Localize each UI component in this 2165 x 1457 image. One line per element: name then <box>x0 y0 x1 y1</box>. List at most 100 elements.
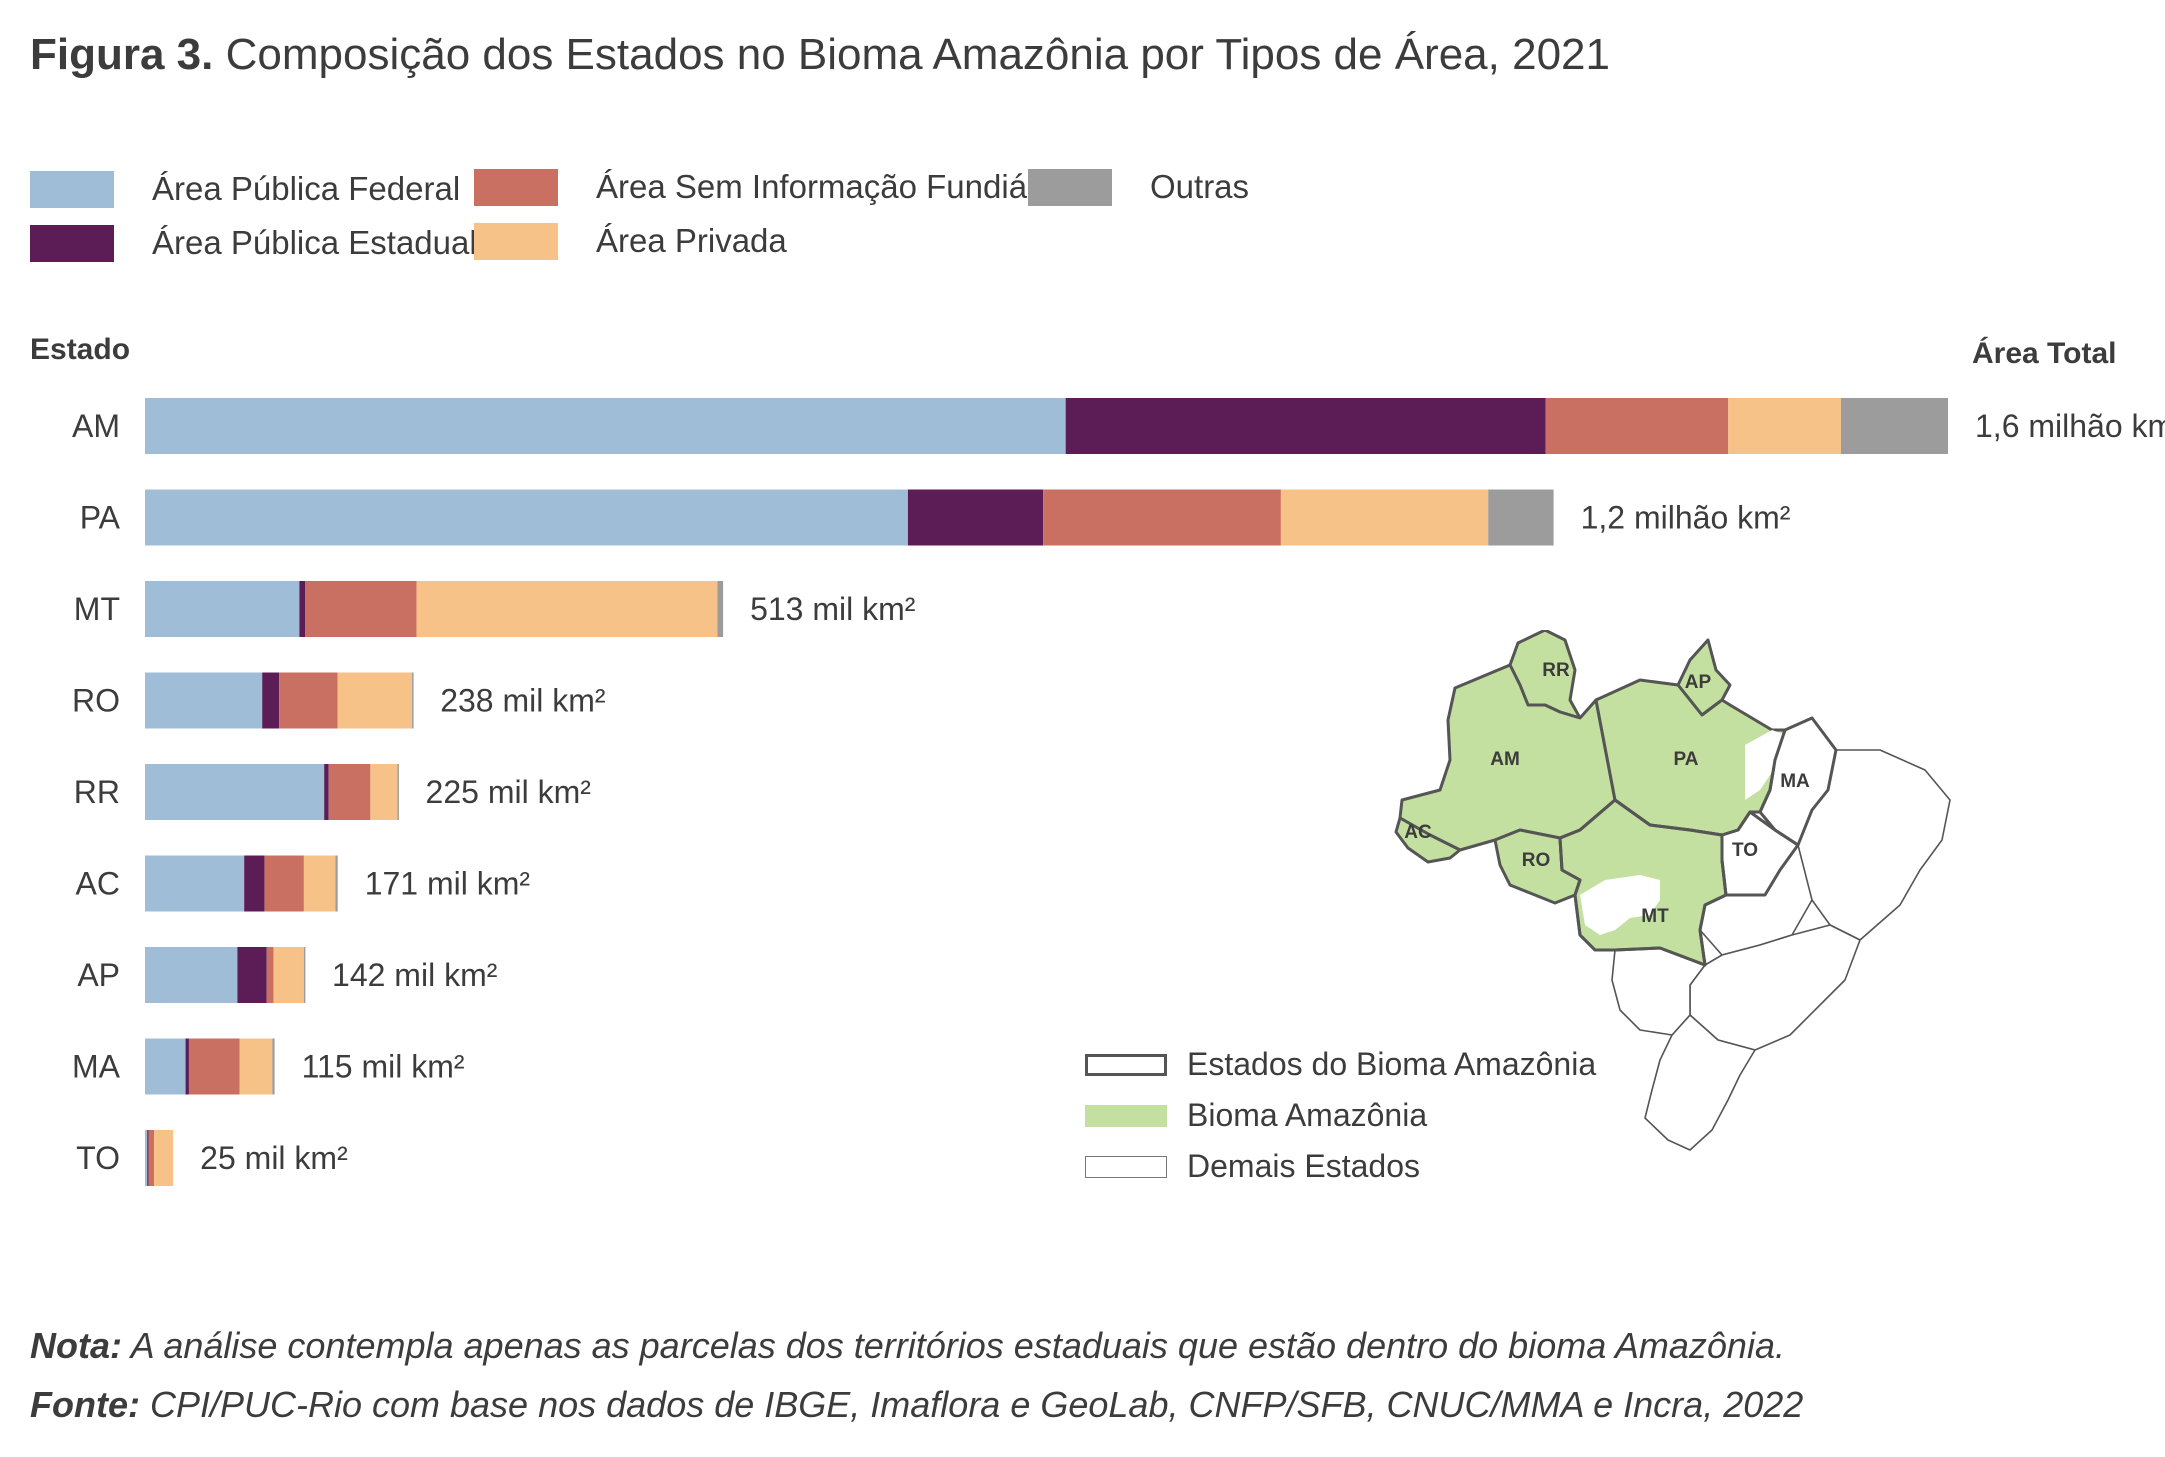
legend-swatch-privada <box>474 222 558 260</box>
bar-mt-estadual <box>299 581 306 637</box>
bar-pa-sem-info <box>1043 489 1281 546</box>
bar-ac-sem-info <box>264 855 304 912</box>
bar-pa-federal <box>145 489 908 546</box>
legend-item-sem-info: Área Sem Informação Fundiária <box>474 168 1064 206</box>
map-state-outlines-over <box>1558 716 1838 967</box>
category-label-pa: PA <box>80 500 121 536</box>
total-label-ma: 115 mil km² <box>302 1049 465 1085</box>
legend-swatch-sem-info <box>474 168 558 206</box>
bar-ac-federal <box>145 855 245 912</box>
total-label-ap: 142 mil km² <box>332 957 498 993</box>
map-label-rr: RR <box>1542 660 1570 681</box>
bar-ro-outras <box>412 672 414 729</box>
category-label-ma: MA <box>72 1049 121 1085</box>
bar-ap-estadual <box>237 947 267 1003</box>
bar-ma-federal <box>145 1038 186 1095</box>
map-legend-swatch-bioma <box>1085 1104 1167 1127</box>
map-label-ma: MA <box>1780 771 1810 792</box>
map-legend-swatch-outline <box>1085 1053 1167 1076</box>
legend-label-privada: Área Privada <box>596 222 787 259</box>
bar-mt-outras <box>717 581 724 637</box>
map-label-to: TO <box>1732 840 1758 861</box>
legend-swatch-federal <box>30 170 114 208</box>
legend-label-sem-info: Área Sem Informação Fundiária <box>596 168 1064 205</box>
map-cerrado-parts <box>1580 730 1800 935</box>
bar-rr-estadual <box>324 764 329 820</box>
total-label-am: 1,6 milhão km² <box>1975 408 2165 444</box>
map-legend-label-bioma: Bioma Amazônia <box>1187 1097 1428 1133</box>
legend-item-estadual: Área Pública Estadual <box>30 224 477 262</box>
brazil-map: RR AP AM PA MA AC RO TO MT <box>1394 630 1951 1151</box>
source-line: Fonte: CPI/PUC-Rio com base nos dados de… <box>30 1384 1803 1426</box>
map-legend-bioma-states: Estados do Bioma Amazônia <box>1085 1046 1596 1083</box>
map-label-pa: PA <box>1674 749 1699 770</box>
map-label-ac: AC <box>1404 822 1432 843</box>
bar-ac-privada <box>303 855 336 912</box>
bar-ro-sem-info <box>279 672 338 729</box>
map-legend-other-states: Demais Estados <box>1085 1148 1420 1185</box>
bar-rr-privada <box>370 764 398 820</box>
category-label-am: AM <box>72 408 120 444</box>
bar-rr-federal <box>145 764 325 820</box>
map-legend-swatch-other <box>1085 1155 1167 1178</box>
bar-ma-estadual <box>185 1038 189 1095</box>
total-label-ac: 171 mil km² <box>365 866 531 902</box>
map-label-mt: MT <box>1641 906 1669 927</box>
map-label-am: AM <box>1490 749 1520 770</box>
bar-mt-federal <box>145 581 300 637</box>
bar-mt-privada <box>416 581 718 637</box>
legend-item-privada: Área Privada <box>474 222 787 260</box>
category-label-rr: RR <box>74 774 120 810</box>
map-label-ro: RO <box>1522 850 1551 871</box>
bar-ma-privada <box>239 1038 273 1095</box>
bar-to-estadual <box>147 1130 149 1186</box>
legend-label-outras: Outras <box>1150 168 1250 205</box>
bar-rr-outras <box>397 764 399 820</box>
total-label-pa: 1,2 milhão km² <box>1581 500 1791 536</box>
note-text: A análise contempla apenas as parcelas d… <box>122 1325 1785 1366</box>
bar-am-outras <box>1840 398 1948 454</box>
total-label-to: 25 mil km² <box>200 1140 348 1176</box>
total-column-title: Área Total <box>1972 337 2117 370</box>
total-label-ro: 238 mil km² <box>440 683 606 719</box>
bar-ap-federal <box>145 947 238 1003</box>
bar-ac-estadual <box>244 855 265 912</box>
bar-ap-sem-info <box>266 947 274 1003</box>
bar-pa-outras <box>1488 489 1554 546</box>
bar-am-sem-info <box>1545 398 1729 454</box>
bar-to-federal <box>145 1130 148 1186</box>
category-label-to: TO <box>76 1140 120 1176</box>
map-region-south <box>1644 1014 1756 1151</box>
total-label-mt: 513 mil km² <box>750 591 916 627</box>
bar-ap-privada <box>273 947 304 1003</box>
legend-swatch-estadual <box>30 224 114 262</box>
legend-swatch-outras <box>1028 168 1112 206</box>
legend-label-estadual: Área Pública Estadual <box>152 224 477 261</box>
bar-to-sem-info <box>148 1130 155 1186</box>
source-label: Fonte: <box>30 1384 140 1425</box>
map-legend-label-other: Demais Estados <box>1187 1148 1420 1184</box>
bar-chart: AM 1,6 milhão km² PA 1,2 milhão km² MT 513 mi… <box>72 398 2165 1186</box>
bar-pa-estadual <box>907 489 1044 546</box>
bar-pa-privada <box>1280 489 1489 546</box>
figure-title: Figura 3. Composição dos Estados no Biom… <box>30 30 1610 80</box>
legend-item-outras: Outras <box>1028 168 1249 206</box>
y-axis-title: Estado <box>30 333 131 366</box>
figure-label: Figura 3. <box>30 30 214 79</box>
bar-ro-estadual <box>262 672 280 729</box>
category-label-ac: AC <box>76 866 120 902</box>
figure-title-text: Composição dos Estados no Bioma Amazônia… <box>225 30 1610 79</box>
map-legend-bioma: Bioma Amazônia <box>1085 1097 1427 1134</box>
total-label-rr: 225 mil km² <box>426 774 592 810</box>
bar-am-federal <box>145 398 1066 454</box>
legend-item-federal: Área Pública Federal <box>30 170 460 208</box>
bar-ma-sem-info <box>188 1038 240 1095</box>
bar-am-privada <box>1728 398 1841 454</box>
bar-ma-outras <box>272 1038 275 1095</box>
bar-rr-sem-info <box>328 764 371 820</box>
bar-am-estadual <box>1065 398 1546 454</box>
bar-ac-outras <box>335 855 338 912</box>
bar-to-privada <box>154 1130 174 1186</box>
map-legend-label-outline: Estados do Bioma Amazônia <box>1187 1046 1597 1082</box>
map-state-labels: RR AP AM PA MA AC RO TO MT <box>1404 660 1810 927</box>
